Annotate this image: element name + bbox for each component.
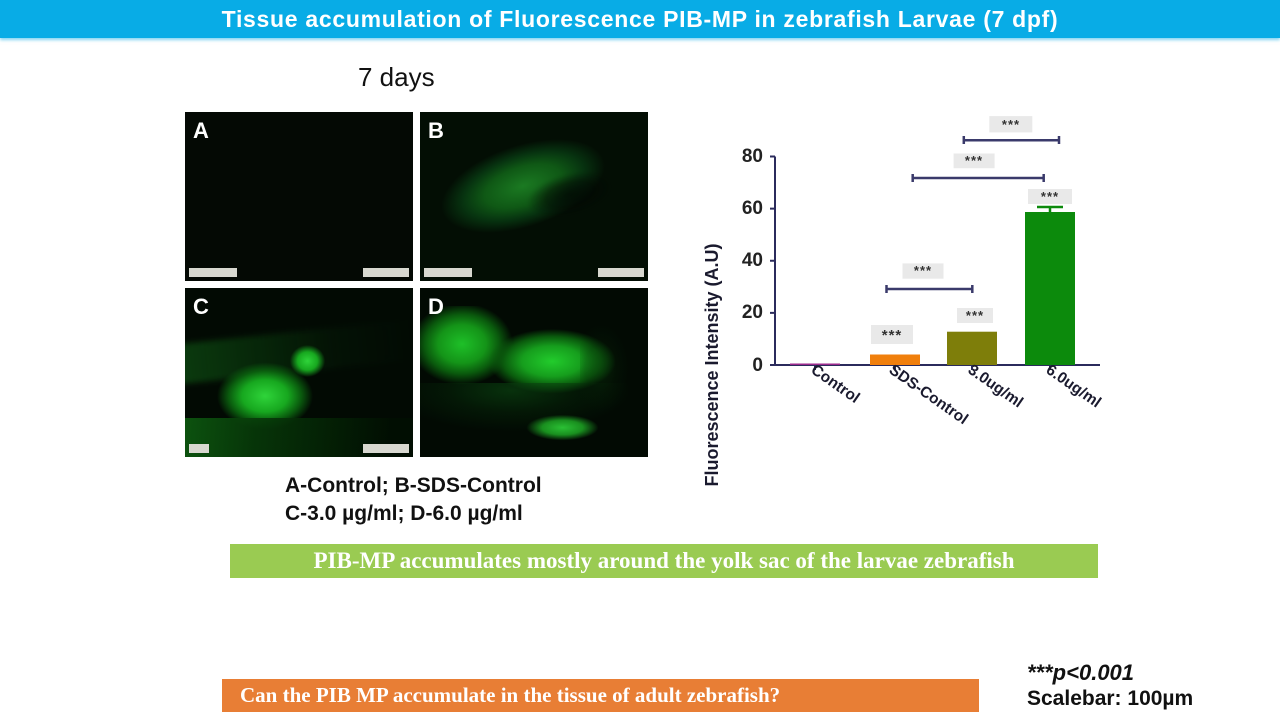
svg-text:***: ***	[882, 327, 903, 344]
svg-text:60: 60	[742, 198, 763, 219]
svg-text:0: 0	[752, 355, 763, 376]
svg-text:SDS-Control: SDS-Control	[886, 361, 971, 428]
svg-text:6.0ug/ml: 6.0ug/ml	[1043, 361, 1104, 411]
svg-text:3.0ug/ml: 3.0ug/ml	[965, 361, 1026, 411]
svg-text:***: ***	[966, 308, 984, 323]
svg-text:***: ***	[1041, 189, 1059, 204]
svg-text:Control: Control	[808, 361, 863, 407]
svg-text:80: 80	[742, 146, 763, 167]
svg-text:***: ***	[965, 153, 983, 168]
svg-text:Fluorescence Intensity (A.U): Fluorescence Intensity (A.U)	[702, 243, 722, 486]
svg-text:***: ***	[1002, 117, 1020, 132]
svg-text:20: 20	[742, 302, 763, 323]
svg-text:***: ***	[914, 263, 932, 278]
svg-text:40: 40	[742, 250, 763, 271]
